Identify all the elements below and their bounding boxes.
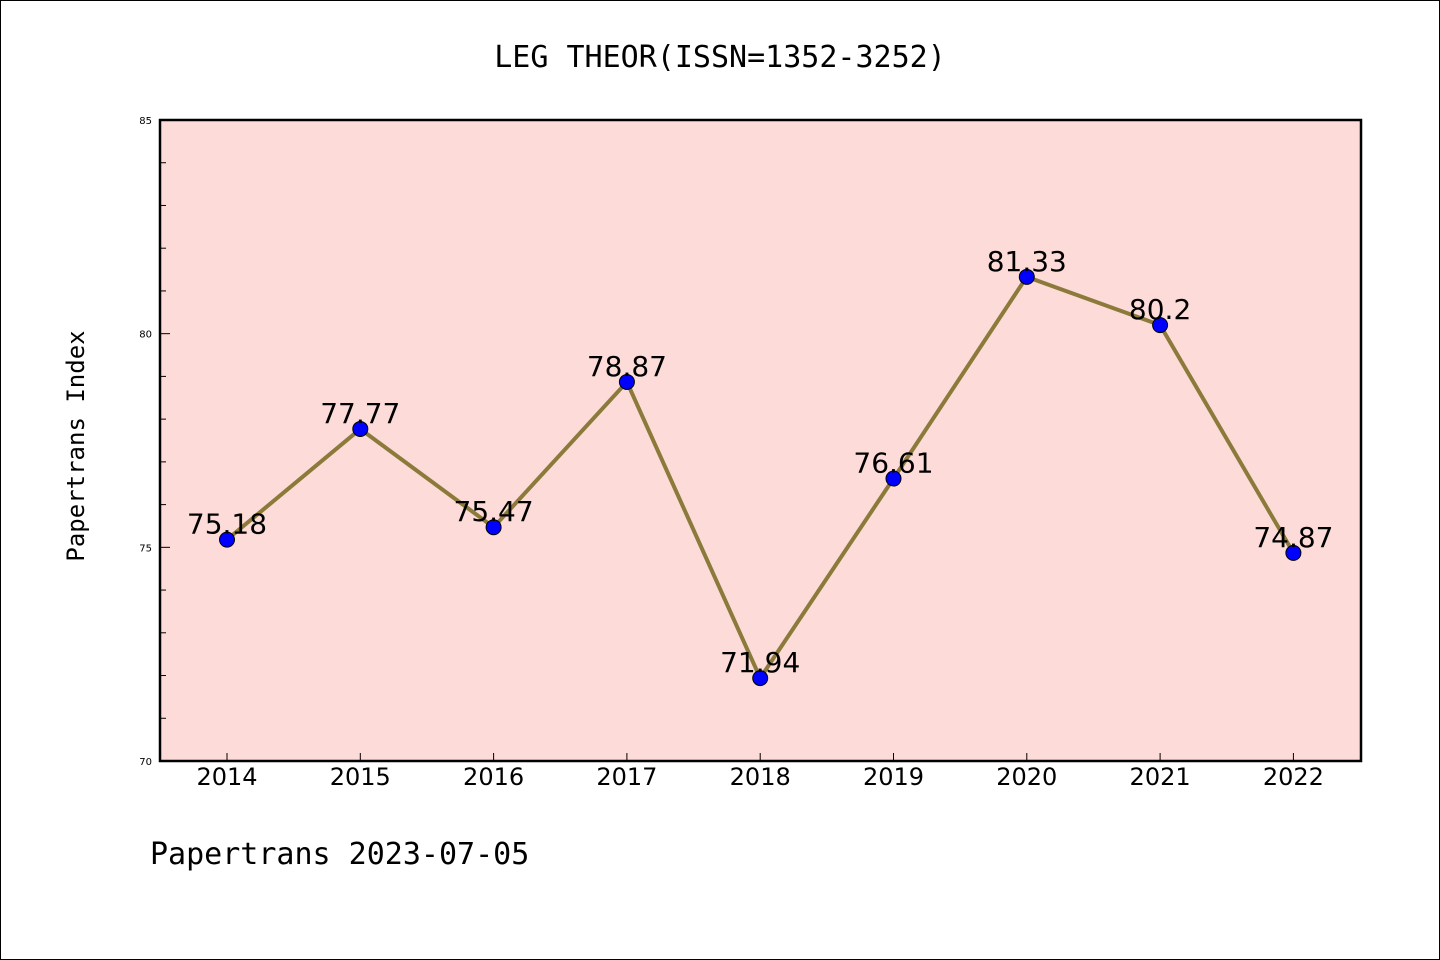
x-tick-label: 2017 xyxy=(596,763,657,791)
y-tick-label: 80 xyxy=(139,330,152,341)
y-tick-label: 75 xyxy=(139,543,152,554)
data-point xyxy=(885,470,902,487)
y-tick-label: 70 xyxy=(139,757,152,768)
y-axis-label: Papertrans Index xyxy=(62,330,90,561)
data-value-label: 75.18 xyxy=(187,508,267,541)
data-point xyxy=(219,531,235,548)
x-tick-label: 2020 xyxy=(996,763,1057,791)
data-point xyxy=(352,420,369,437)
chart-title: LEG THEOR(ISSN=1352-3252) xyxy=(494,40,946,75)
data-point xyxy=(618,373,635,390)
data-point xyxy=(485,519,502,536)
data-point xyxy=(1018,268,1035,285)
data-value-label: 71.94 xyxy=(720,646,800,679)
x-tick-label: 2016 xyxy=(463,763,524,791)
x-tick-label: 2015 xyxy=(330,763,391,791)
data-point xyxy=(1285,544,1302,561)
x-tick-label: 2021 xyxy=(1130,763,1191,791)
data-value-label: 81.33 xyxy=(987,245,1067,278)
x-tick-label: 2019 xyxy=(863,763,924,791)
data-value-label: 75.47 xyxy=(454,495,534,528)
y-axis: 70 75 80 85 xyxy=(139,116,170,768)
data-value-label: 74.87 xyxy=(1253,521,1333,554)
data-markers xyxy=(219,268,1302,687)
x-tick-label: 2022 xyxy=(1263,763,1324,791)
data-point xyxy=(1152,317,1169,334)
data-value-label: 78.87 xyxy=(587,350,667,383)
data-value-label: 80.2 xyxy=(1129,293,1191,326)
x-tick-label: 2018 xyxy=(730,763,791,791)
plot-area xyxy=(158,118,1363,763)
x-axis: 2014 2015 2016 2017 2018 2019 2020 2021 2022 xyxy=(196,753,1324,791)
data-value-label: 76.61 xyxy=(853,447,933,480)
y-tick-label: 85 xyxy=(139,116,152,127)
x-tick-label: 2014 xyxy=(196,763,257,791)
data-point xyxy=(752,670,769,687)
data-labels: 75.18 77.77 75.47 78.87 71.94 76.61 81.33 80.2 7… xyxy=(187,245,1334,679)
footer-text: Papertrans 2023-07-05 xyxy=(150,837,529,872)
data-value-label: 77.77 xyxy=(320,397,400,430)
